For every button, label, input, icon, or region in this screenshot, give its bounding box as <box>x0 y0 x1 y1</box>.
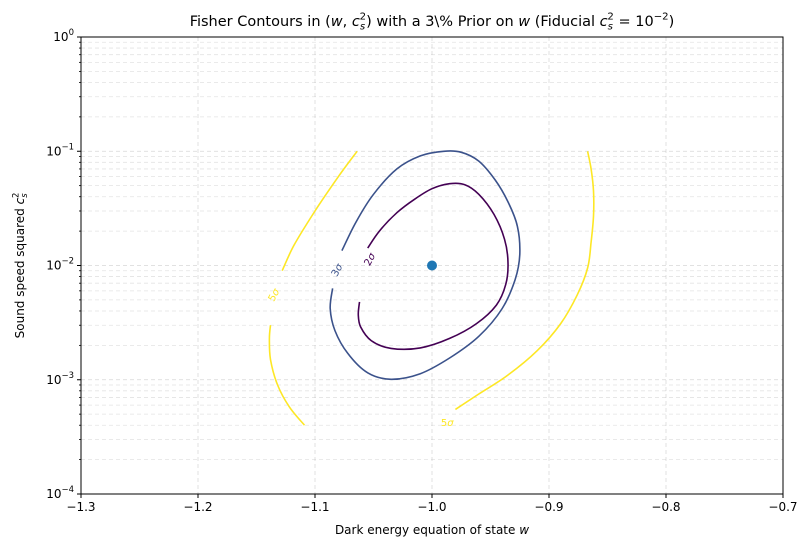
y-tick-label: 100 <box>53 28 74 44</box>
contour-label: 3σ <box>330 262 346 279</box>
contour-label: 2σ <box>363 251 379 268</box>
contour-label: 5σ <box>267 287 283 304</box>
contour-line-5sigma <box>281 150 358 272</box>
y-tick-label: 10−3 <box>46 371 74 387</box>
x-tick-label: −1.0 <box>417 500 446 514</box>
y-axis-ticks: 10−4 10−3 10−2 10−1 100 <box>46 28 81 501</box>
chart-title: Fisher Contours in (w, cs2) with a 3\% P… <box>190 11 675 32</box>
contour-line-5sigma <box>454 151 595 411</box>
x-tick-label: −1.2 <box>183 500 212 514</box>
fiducial-point <box>427 260 437 271</box>
x-tick-label: −1.3 <box>66 500 95 514</box>
y-tick-label: 10−4 <box>46 485 74 501</box>
contour-line-3sigma <box>329 150 521 381</box>
x-tick-label: −0.9 <box>534 500 563 514</box>
contour-line-2sigma <box>357 182 509 351</box>
contours: 2σ 3σ 5σ 5σ <box>267 150 595 429</box>
y-axis-label: Sound speed squared cs2 <box>11 193 29 339</box>
x-tick-label: −0.7 <box>768 500 797 514</box>
x-axis-ticks: −1.3 −1.2 −1.1 −1.0 −0.9 −0.8 −0.7 <box>66 494 798 514</box>
y-tick-label: 10−2 <box>46 257 74 273</box>
y-tick-label: 10−1 <box>46 142 74 158</box>
x-tick-label: −0.8 <box>651 500 680 514</box>
contour-line-5sigma <box>268 325 306 426</box>
fiducial-points <box>427 260 437 271</box>
x-axis-label: Dark energy equation of state w <box>335 523 529 537</box>
contour-label: 5σ <box>441 418 454 429</box>
x-tick-label: −1.1 <box>300 500 329 514</box>
